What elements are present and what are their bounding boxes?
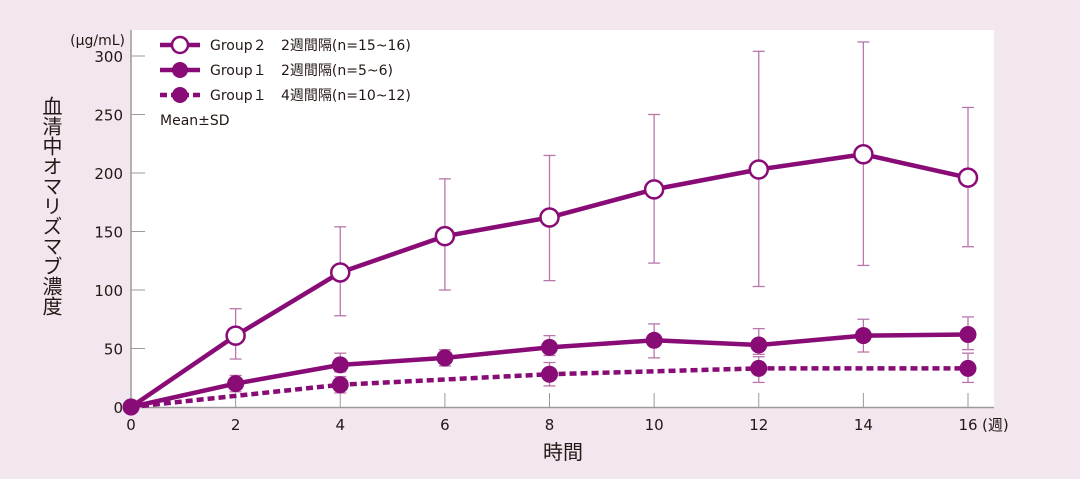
legend: Group２ 2週間隔(n=15~16) Group１ 2週間隔(n=5~6) Grou… [160, 35, 411, 129]
open-circle-marker [539, 207, 560, 228]
legend-group-label: Group１ [210, 63, 267, 79]
filled-circle-marker [959, 325, 977, 343]
legend-group-label: Group２ [210, 38, 267, 54]
legend-detail-label: 4週間隔(n=10~12) [281, 88, 411, 104]
filled-circle-marker [541, 365, 558, 383]
y-tick-label: 50 [104, 341, 123, 359]
legend-detail-label: 2週間隔(n=15~16) [281, 38, 411, 54]
filled-circle-marker [122, 398, 140, 416]
x-tick-label: 8 [545, 416, 555, 434]
axes: 0 50 100 150 200 250 300 0 2 4 6 8 10 12 14 16 [94, 30, 994, 434]
y-axis-title: 血清中オマリズマブ濃度 [39, 96, 63, 316]
plot-area [131, 30, 994, 407]
y-tick-label: 150 [94, 224, 123, 242]
filled-circle-marker [750, 336, 768, 354]
x-tick-label: 4 [335, 416, 345, 434]
filled-circle-marker [331, 356, 349, 374]
y-tick-label: 250 [94, 107, 123, 125]
mean-sd-annotation: Mean±SD [160, 113, 230, 129]
series-markers [122, 144, 979, 416]
y-tick-label: 200 [94, 165, 123, 183]
open-circle-marker [643, 179, 665, 200]
open-circle-marker [853, 144, 874, 165]
legend-filled-circle-icon [172, 62, 188, 78]
y-tick-label: 300 [94, 48, 123, 66]
legend-detail-label: 2週間隔(n=5~6) [281, 63, 393, 79]
filled-circle-marker [854, 327, 872, 345]
x-tick-label: 14 [854, 416, 873, 434]
filled-circle-marker [541, 338, 558, 356]
open-circle-marker [957, 167, 979, 188]
open-circle-marker [330, 262, 351, 283]
filled-circle-marker [436, 349, 454, 367]
filled-circle-marker [750, 359, 768, 377]
x-tick-label: 0 [126, 416, 136, 434]
x-unit-label: (週) [982, 416, 1009, 434]
legend-open-circle-icon [170, 35, 190, 55]
legend-group-label: Group１ [210, 88, 267, 104]
y-tick-label: 100 [94, 282, 123, 300]
filled-circle-marker [227, 375, 245, 393]
x-axis-title: 時間 [543, 440, 583, 464]
filled-circle-marker [959, 359, 977, 377]
open-circle-marker [434, 225, 456, 247]
open-circle-marker [748, 159, 769, 180]
filled-circle-marker [331, 376, 349, 394]
x-tick-label: 16 [958, 416, 977, 434]
open-circle-marker [225, 325, 246, 346]
x-tick-label: 6 [440, 416, 450, 434]
x-tick-label: 10 [645, 416, 664, 434]
y-unit-label: (μg/mL) [70, 33, 125, 49]
y-tick-label: 0 [113, 399, 123, 417]
x-tick-label: 12 [749, 416, 768, 434]
x-tick-label: 2 [231, 416, 241, 434]
legend-filled-circle-icon [172, 87, 188, 103]
filled-circle-marker [645, 331, 663, 349]
